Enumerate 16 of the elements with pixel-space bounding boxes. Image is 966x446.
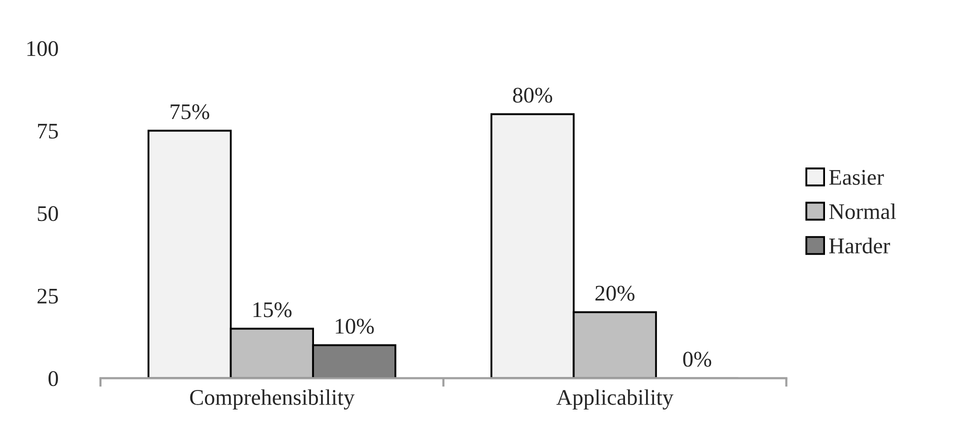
- legend-label: Harder: [829, 238, 890, 254]
- x-tick-label: Applicability: [556, 389, 674, 410]
- data-label: 20%: [595, 286, 634, 301]
- data-label: 10%: [336, 318, 374, 334]
- y-tick-label: 75: [38, 124, 58, 139]
- legend-label: Normal: [829, 204, 896, 220]
- y-tick-label: 0: [48, 371, 58, 386]
- data-label: 15%: [254, 302, 292, 318]
- legend-label: Easier: [829, 170, 884, 185]
- y-tick-label: 25: [38, 288, 58, 304]
- data-label: 0%: [683, 352, 712, 367]
- y-tick-label: 100: [27, 41, 58, 56]
- data-label: 75%: [170, 104, 210, 120]
- data-label: 80%: [513, 88, 552, 103]
- x-tick-label: Comprehensibility: [190, 389, 355, 410]
- y-tick-label: 50: [38, 206, 58, 222]
